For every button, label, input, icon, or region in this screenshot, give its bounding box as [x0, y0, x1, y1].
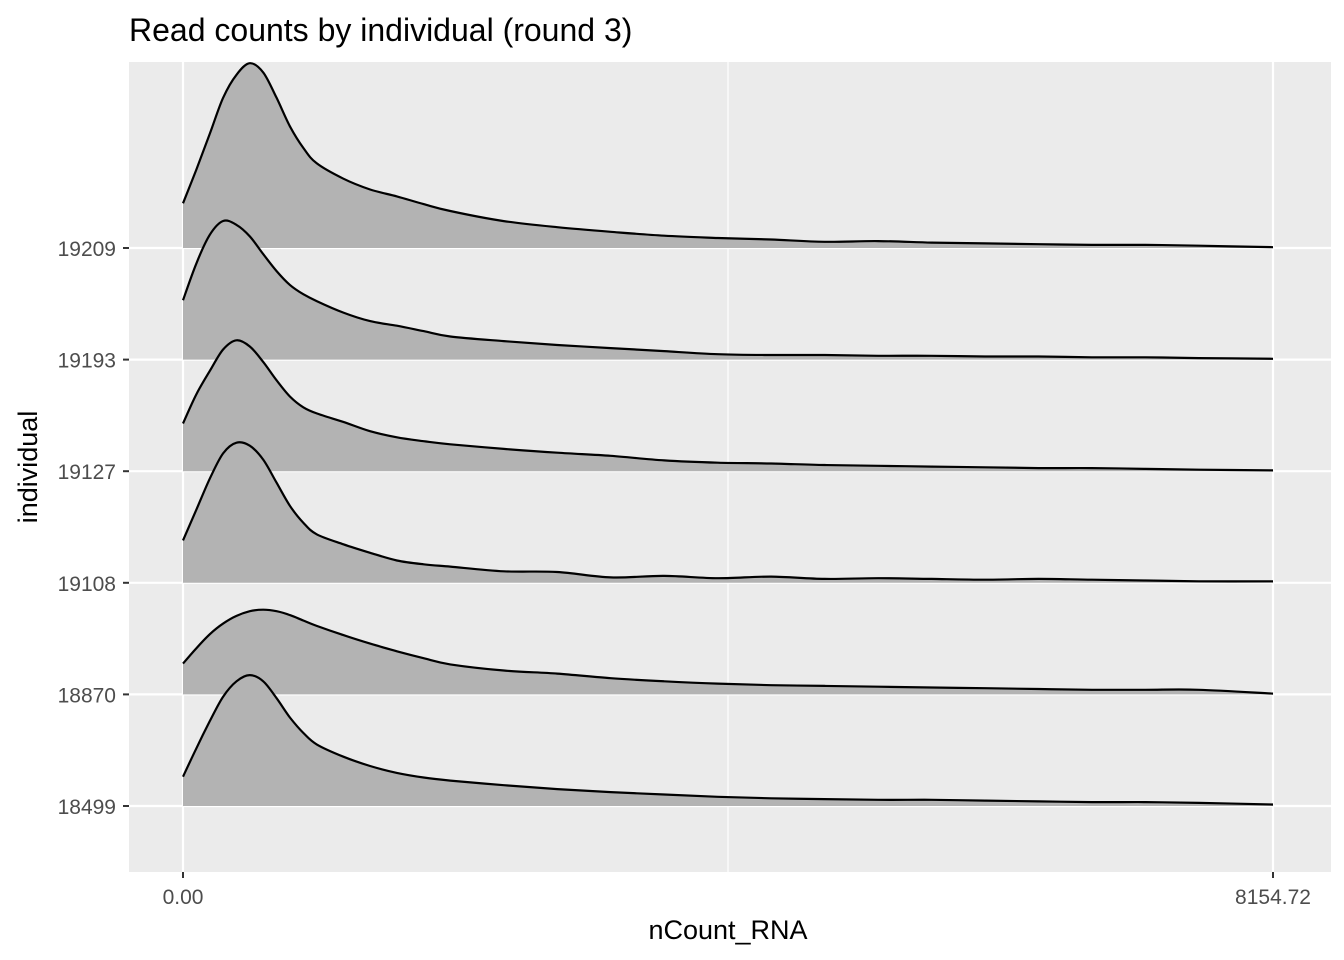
y-tick-label: 18870 [58, 684, 116, 707]
ridge-19127 [181, 339, 1274, 472]
ridge-line-19193 [181, 219, 1274, 360]
ridge-19108 [181, 441, 1274, 583]
ridge-line-19127 [181, 339, 1274, 472]
ridge-18499 [182, 673, 1274, 806]
x-tick-label: 8154.72 [1235, 886, 1311, 909]
ridge-area-19108 [183, 442, 1273, 583]
axes: 18499 18870 19108 19127 19193 19209 0.00 8154.7… [58, 238, 1311, 909]
ridge-line-19108 [181, 441, 1274, 583]
ridges [181, 62, 1274, 806]
ridge-area-18499 [183, 675, 1273, 806]
ridge-area-18870 [183, 609, 1273, 695]
y-tick-label: 19209 [58, 238, 116, 261]
chart-title: Read counts by individual (round 3) [129, 12, 632, 48]
ridge-line-18870 [182, 608, 1274, 695]
y-tick-label: 19127 [58, 461, 116, 484]
x-tick-label: 0.00 [163, 886, 204, 909]
y-tick-label: 19108 [58, 573, 116, 596]
x-axis-title: nCount_RNA [648, 915, 807, 945]
ridge-area-19127 [183, 340, 1273, 472]
y-tick-label: 18499 [58, 796, 116, 819]
ridge-19209 [181, 62, 1274, 249]
ridge-19193 [181, 219, 1274, 360]
ridge-area-19193 [183, 220, 1273, 360]
ridge-18870 [182, 608, 1274, 695]
ridge-area-19209 [183, 63, 1273, 248]
ridge-line-19209 [181, 62, 1274, 249]
y-tick-label: 19193 [58, 350, 116, 373]
y-axis-title: individual [13, 411, 43, 524]
ridge-line-18499 [182, 673, 1274, 806]
